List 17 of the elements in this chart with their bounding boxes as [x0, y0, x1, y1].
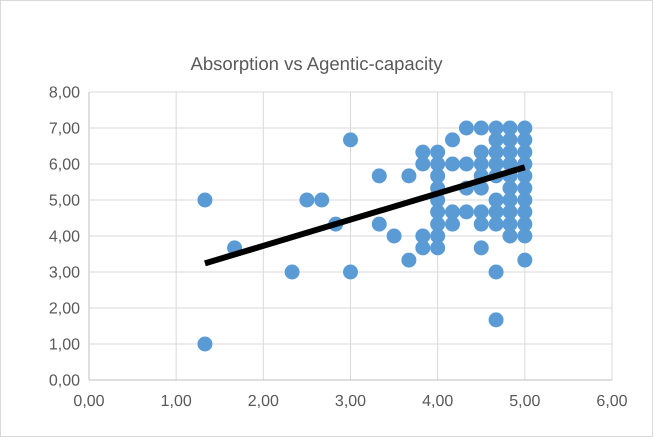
x-tick-label: 2,00 [248, 393, 280, 410]
y-tick-label: 7,00 [48, 120, 80, 138]
x-tick-label: 1,00 [160, 393, 192, 410]
y-tick-label: 1,00 [48, 336, 80, 354]
y-tick-label: 8,00 [48, 84, 80, 102]
x-tick-label: 0,00 [73, 393, 105, 410]
y-tick-label: 3,00 [48, 264, 80, 282]
y-tick-label: 4,00 [48, 228, 80, 246]
x-tick-label: 6,00 [596, 393, 628, 410]
y-tick-label: 0,00 [48, 372, 80, 390]
y-tick-label: 5,00 [48, 192, 80, 210]
y-tick-label: 2,00 [48, 300, 80, 318]
y-tick-label: 6,00 [48, 156, 80, 174]
x-tick-label: 3,00 [334, 393, 366, 410]
chart-title: Absorption vs Agentic-capacity [190, 53, 444, 74]
x-tick-label: 5,00 [509, 393, 541, 410]
x-tick-label: 4,00 [422, 393, 454, 410]
